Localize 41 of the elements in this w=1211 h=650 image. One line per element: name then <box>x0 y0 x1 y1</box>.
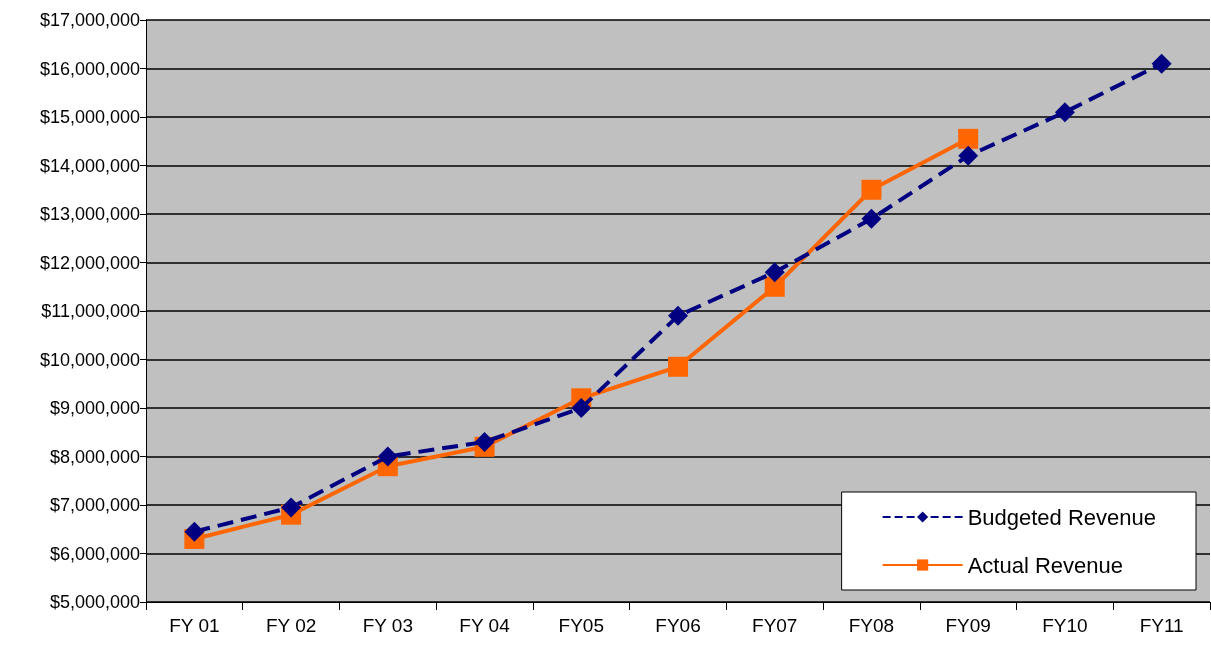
point <box>958 128 979 149</box>
y-tick-label: $10,000,000 <box>39 349 140 370</box>
x-tick-label: FY 04 <box>459 615 511 636</box>
y-tick-label: $15,000,000 <box>39 107 140 127</box>
legend-label: Actual Revenue <box>967 552 1123 578</box>
x-tick-label: FY 03 <box>362 615 413 636</box>
point <box>861 179 882 200</box>
y-tick-label: $8,000,000 <box>49 446 140 467</box>
point <box>281 497 302 518</box>
x-tick-label: FY07 <box>752 615 798 636</box>
y-tick-label: $13,000,000 <box>39 204 140 224</box>
point <box>377 446 398 467</box>
x-tick-label: FY 01 <box>169 615 220 636</box>
y-tick-label: $6,000,000 <box>49 543 140 564</box>
y-tick-label: $16,000,000 <box>39 58 140 79</box>
point <box>1054 102 1075 123</box>
point <box>184 521 205 542</box>
x-tick-label: FY06 <box>655 615 701 636</box>
x-tick-label: FY11 <box>1139 615 1184 636</box>
y-tick-label: $5,000,000 <box>49 592 140 612</box>
point <box>571 398 592 418</box>
y-tick-label: $14,000,000 <box>39 155 140 176</box>
x-tick-label: FY09 <box>945 615 991 636</box>
x-tick-label: FY05 <box>558 615 604 636</box>
y-tick-label: $7,000,000 <box>49 495 140 515</box>
point <box>764 262 785 283</box>
y-tick-label: $17,000,000 <box>39 10 140 30</box>
point <box>1151 53 1172 74</box>
x-tick-label: FY08 <box>848 615 895 636</box>
point <box>668 356 688 377</box>
point <box>764 276 785 297</box>
y-tick-label: $11,000,000 <box>41 301 140 321</box>
x-tick-label: FY10 <box>1042 615 1088 636</box>
point <box>668 305 688 326</box>
y-tick-label: $9,000,000 <box>49 398 140 418</box>
point <box>474 431 495 452</box>
point <box>861 208 882 229</box>
point <box>958 145 979 166</box>
legend-label: Budgeted Revenue <box>967 504 1156 530</box>
y-tick-label: $12,000,000 <box>39 252 140 273</box>
x-tick-label: FY 02 <box>265 615 317 636</box>
